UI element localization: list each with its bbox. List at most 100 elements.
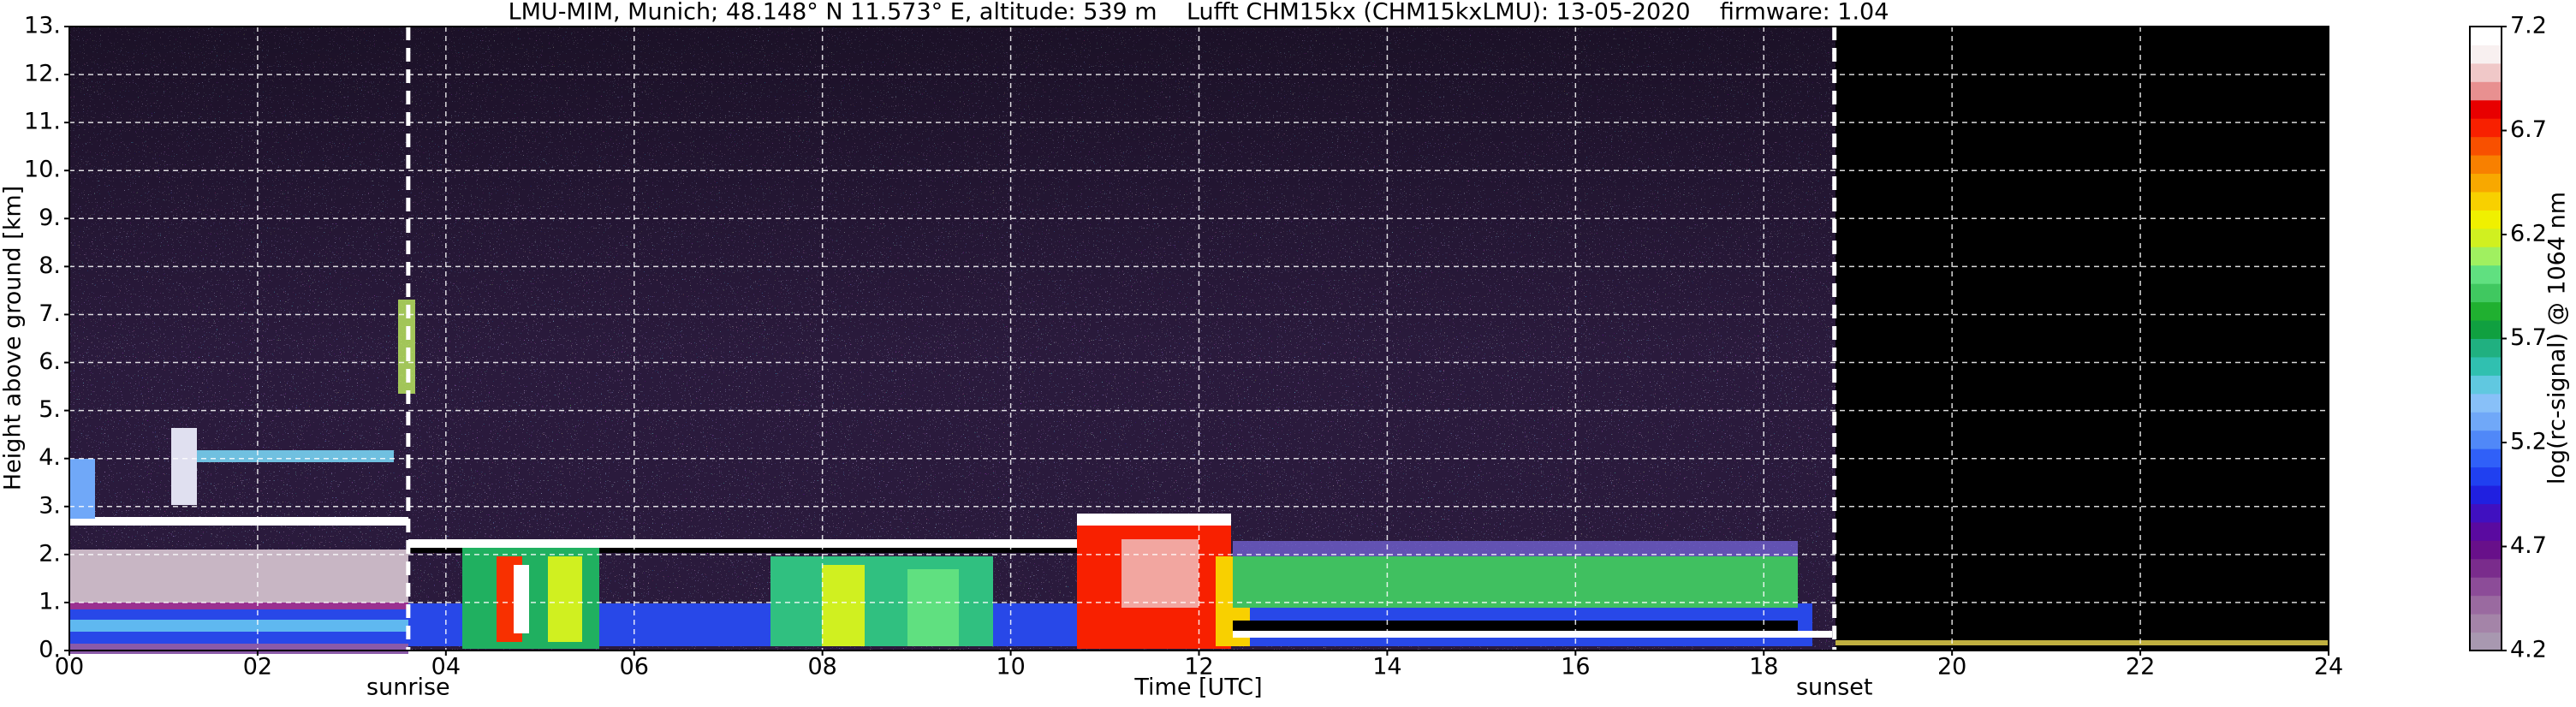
colorbar-tick-label: 7.2 — [2510, 13, 2547, 39]
y-tick-label: 8. — [39, 253, 61, 279]
colorbar-cell — [2470, 99, 2502, 119]
signal-layer — [408, 548, 1145, 553]
signal-layer — [69, 459, 95, 519]
signal-layer — [548, 556, 582, 642]
signal-layer — [69, 620, 429, 632]
y-tick-label: 10. — [24, 157, 61, 183]
colorbar-label: log(rc-signal) @ 1064 nm — [2544, 192, 2571, 484]
colorbar-cell — [2470, 62, 2502, 82]
colorbar-cell — [2470, 356, 2502, 376]
colorbar-cell — [2470, 301, 2502, 321]
signal-layer — [907, 569, 959, 646]
colorbar-cell — [2470, 449, 2502, 468]
colorbar-cell — [2470, 430, 2502, 449]
y-tick-label: 5. — [39, 396, 61, 423]
y-axis-label: Height above ground [km] — [0, 186, 27, 490]
signal-layer — [69, 517, 408, 526]
signal-layer — [69, 550, 408, 603]
plot-frame — [68, 26, 2329, 651]
colorbar-tick-label: 5.7 — [2510, 324, 2547, 351]
y-tick-label: 9. — [39, 205, 61, 231]
colorbar-cell — [2470, 614, 2502, 633]
noise-shade — [69, 27, 1835, 352]
colorbar-cell — [2470, 485, 2502, 504]
colorbar-cell — [2470, 136, 2502, 156]
y-tick-label: 3. — [39, 492, 61, 519]
y-tick-label: 0. — [39, 637, 61, 663]
colorbar-cell — [2470, 27, 2502, 45]
x-axis-label: Time [UTC] — [1133, 674, 1262, 701]
colorbar-cell — [2470, 577, 2502, 597]
x-tick-label: 10 — [996, 654, 1025, 680]
x-tick-label: 16 — [1561, 654, 1590, 680]
x-tick-label: 06 — [620, 654, 649, 680]
colorbar-cell — [2470, 264, 2502, 284]
signal-layer — [1121, 539, 1199, 608]
axes: 00 02 04 06 08 10 12 14 16 18 20 22 24 0. 1. 2. 3. 4. 5. 6.… — [24, 13, 2547, 701]
colorbar-cell — [2470, 558, 2502, 578]
signal-layer — [1233, 621, 1798, 631]
signal-layer — [1233, 631, 1832, 638]
colorbar-cell — [2470, 45, 2502, 64]
night-region — [1835, 27, 2329, 651]
x-tick-label: 24 — [2314, 654, 2343, 680]
signal-layer — [1233, 556, 1798, 608]
colorbar-cell — [2470, 338, 2502, 358]
colorbar-cell — [2470, 228, 2502, 247]
colorbar-cell — [2470, 521, 2502, 541]
signal-layer — [171, 428, 197, 505]
colorbar-cell — [2470, 466, 2502, 486]
signal-layer — [1077, 514, 1231, 526]
colorbar-cell — [2470, 283, 2502, 303]
y-tick-label: 11. — [24, 109, 61, 135]
colorbar-cell — [2470, 320, 2502, 339]
x-tick-label: 08 — [807, 654, 836, 680]
signal-layer — [1233, 541, 1798, 556]
signal-layer — [69, 603, 408, 609]
signal-layer — [1835, 640, 2329, 645]
y-tick-label: 4. — [39, 444, 61, 471]
colorbar-cell — [2470, 412, 2502, 431]
x-tick-label: 22 — [2126, 654, 2155, 680]
chart-title: LMU-MIM, Munich; 48.148° N 11.573° E, al… — [509, 0, 1889, 26]
colorbar-cell — [2470, 393, 2502, 413]
colorbar-tick-label: 4.7 — [2510, 532, 2547, 559]
colorbar-cell — [2470, 632, 2502, 651]
x-tick-label: 02 — [243, 654, 272, 680]
colorbar-cell — [2470, 540, 2502, 560]
y-tick-label: 7. — [39, 300, 61, 327]
colorbar-cell — [2470, 191, 2502, 211]
colorbar-cell — [2470, 375, 2502, 395]
y-tick-label: 6. — [39, 348, 61, 375]
x-tick-label: 04 — [431, 654, 461, 680]
colorbar-cell — [2470, 118, 2502, 138]
annotation-label: sunset — [1796, 674, 1873, 701]
y-tick-label: 12. — [24, 61, 61, 87]
colorbar-cell — [2470, 155, 2502, 175]
signal-layer — [398, 300, 415, 394]
y-tick-label: 13. — [24, 13, 61, 39]
colorbar-tick-label: 5.2 — [2510, 429, 2547, 455]
colorbar-cell — [2470, 247, 2502, 266]
x-tick-label: 20 — [1937, 654, 1966, 680]
signal-layer — [197, 450, 394, 462]
y-tick-label: 1. — [39, 588, 61, 615]
colorbar-tick-label: 6.7 — [2510, 116, 2547, 143]
colorbar-cell — [2470, 595, 2502, 615]
colorbar-cell — [2470, 503, 2502, 523]
signal-layer — [770, 556, 993, 646]
y-tick-label: 2. — [39, 540, 61, 567]
colorbar-cell — [2470, 173, 2502, 193]
signal-layer — [408, 539, 1145, 550]
x-tick-label: 00 — [55, 654, 84, 680]
signal-layer — [822, 565, 865, 646]
annotation-label: sunrise — [366, 674, 450, 701]
colorbar-tick-label: 6.2 — [2510, 221, 2547, 247]
x-tick-label: 14 — [1372, 654, 1401, 680]
signal-layer — [514, 565, 529, 633]
colorbar-tick-label: 4.2 — [2510, 637, 2547, 663]
colorbar-cell — [2470, 81, 2502, 101]
x-tick-label: 12 — [1184, 654, 1213, 680]
x-tick-label: 18 — [1749, 654, 1778, 680]
